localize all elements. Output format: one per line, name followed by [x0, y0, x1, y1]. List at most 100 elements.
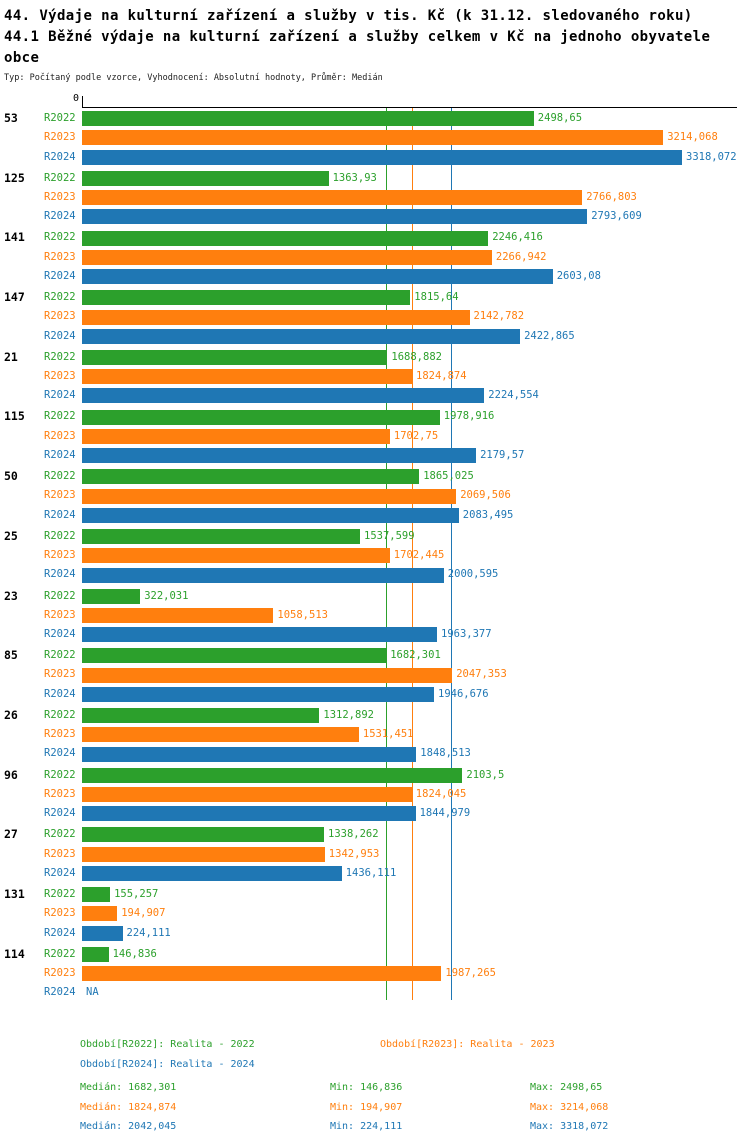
- bar-row: R2022 1363,93: [0, 169, 750, 188]
- series-label: R2022: [44, 828, 76, 841]
- stat-min: Min: 224,111: [330, 1121, 403, 1132]
- value-label: 322,031: [144, 589, 189, 602]
- series-label: R2024: [44, 926, 76, 939]
- category-label: 21: [4, 349, 18, 364]
- value-label: 1848,513: [420, 747, 471, 760]
- series-label: R2023: [44, 131, 76, 144]
- bar: [82, 388, 485, 404]
- series-label: R2024: [44, 568, 76, 581]
- median-line-r2023: [412, 108, 413, 1000]
- bar: [82, 369, 412, 385]
- bar-row: R2024 2603,08: [0, 267, 750, 286]
- bar-row: R2023 194,907: [0, 904, 750, 923]
- bar-group: 114 R2022 146,836 R2023 1987,265 R2024 NA: [0, 945, 750, 1003]
- series-label: R2022: [44, 112, 76, 124]
- series-label: R2023: [44, 429, 76, 442]
- value-label: 2766,803: [586, 190, 637, 203]
- x-axis-tick: [82, 96, 83, 107]
- value-label: 155,257: [114, 887, 159, 900]
- value-label: 2498,65: [537, 112, 583, 124]
- bar: [82, 409, 440, 425]
- bar: [82, 349, 388, 365]
- bar-row: R2022 2246,416: [0, 228, 750, 247]
- value-label: 2000,595: [447, 568, 499, 581]
- bar-group: 21 R2022 1688,882 R2023 1824,874 R2024 2224,55…: [0, 348, 750, 406]
- bar: [82, 190, 583, 206]
- category-label: 96: [4, 767, 18, 782]
- bar: [82, 746, 417, 762]
- bar-group: 96 R2022 2103,5 R2023 1824,045 R2024 1844,979: [0, 766, 750, 824]
- bar-group: 50 R2022 1865,025 R2023 2069,506 R2024 2083,49…: [0, 467, 750, 525]
- legend-item: Období[R2023]: Realita - 2023: [380, 1039, 555, 1050]
- legend-item: Období[R2024]: Realita - 2024: [80, 1058, 255, 1070]
- value-label: 2266,942: [495, 250, 547, 263]
- bar: [82, 507, 459, 523]
- bar-group: 147 R2022 1815,64 R2023 2142,782 R2024 2422,86…: [0, 288, 750, 346]
- bar: [82, 111, 534, 127]
- value-label: 1338,262: [328, 828, 379, 841]
- value-label: 2793,609: [591, 210, 642, 223]
- stat-max: Max: 2498,65: [530, 1082, 603, 1093]
- chart-header: 44. Výdaje na kulturní zařízení a služby…: [0, 0, 750, 83]
- value-label: 146,836: [112, 947, 157, 960]
- bar: [82, 708, 320, 724]
- bar-row: R2022 322,031: [0, 587, 750, 606]
- value-label: 1363,93: [332, 171, 377, 184]
- bar-row: R2023 1342,953: [0, 845, 750, 864]
- value-label: 1688,882: [391, 350, 442, 363]
- value-label: 1946,676: [438, 687, 489, 700]
- value-label: 2603,08: [556, 269, 601, 282]
- bar: [82, 767, 463, 783]
- value-label: 1312,892: [323, 708, 374, 721]
- value-label: 1058,513: [277, 608, 328, 621]
- value-label: 1342,953: [328, 847, 380, 860]
- value-label: 1865,025: [423, 470, 474, 483]
- bar-groups: 53 R2022 2498,65 R2023 3214,068 R2024 3318,072…: [0, 109, 750, 1004]
- value-label: 2083,495: [462, 508, 514, 521]
- series-label: R2022: [44, 350, 76, 363]
- series-label: R2024: [44, 628, 76, 641]
- value-label: 1963,377: [441, 628, 492, 641]
- series-label: R2023: [44, 787, 76, 800]
- bar-row: R2023 1987,265: [0, 964, 750, 983]
- category-label: 27: [4, 827, 18, 842]
- bar-row: R2023 2069,506: [0, 486, 750, 505]
- series-label: R2022: [44, 171, 76, 184]
- bar: [82, 686, 434, 702]
- value-label: 3318,072: [686, 150, 737, 163]
- bar-row: R2022 146,836: [0, 945, 750, 964]
- value-label: 1824,874: [416, 370, 467, 383]
- chart-title: 44. Výdaje na kulturní zařízení a služby…: [4, 6, 750, 69]
- category-label: 23: [4, 588, 18, 603]
- series-label: R2022: [44, 470, 76, 483]
- value-label: 2224,554: [488, 389, 539, 402]
- value-label: 2069,506: [460, 489, 511, 502]
- bar-group: 131 R2022 155,257 R2023 194,907 R2024 224,111: [0, 885, 750, 943]
- series-label: R2024: [44, 866, 76, 879]
- category-label: 53: [4, 111, 18, 125]
- median-line-r2024: [451, 108, 453, 1000]
- category-label: 85: [4, 648, 18, 663]
- series-label: R2023: [44, 310, 76, 323]
- series-label: R2023: [44, 370, 76, 383]
- bar-group: 23 R2022 322,031 R2023 1058,513 R2024 1963,377: [0, 587, 750, 645]
- series-label: R2023: [44, 549, 76, 562]
- bar: [82, 309, 470, 325]
- bar: [82, 887, 111, 903]
- stat-median: Medián: 2042,045: [80, 1121, 177, 1132]
- bar: [82, 249, 492, 265]
- bar-row: R2023 1824,874: [0, 367, 750, 386]
- bar-row: R2022 1865,025: [0, 467, 750, 486]
- x-axis-line: [82, 107, 737, 108]
- bar: [82, 865, 342, 881]
- category-label: 141: [4, 230, 25, 245]
- series-label: R2024: [44, 449, 76, 462]
- bar-row: R2022 1682,301: [0, 646, 750, 665]
- series-label: R2023: [44, 489, 76, 502]
- bar: [82, 469, 420, 485]
- bar-row: R2023 2142,782: [0, 307, 750, 326]
- bar: [82, 787, 412, 802]
- legend: Období[R2022]: Realita - 2022 Období[R202…: [80, 1035, 720, 1074]
- bar: [82, 846, 325, 862]
- bar: [82, 607, 274, 623]
